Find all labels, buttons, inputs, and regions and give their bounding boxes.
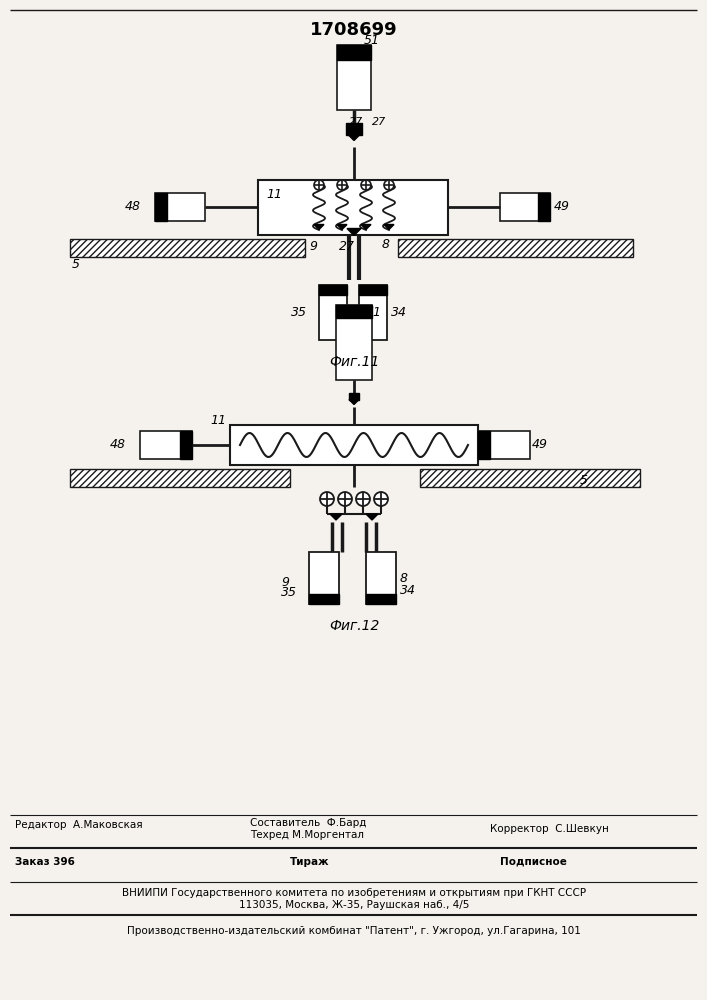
Bar xyxy=(309,552,339,604)
Polygon shape xyxy=(337,225,347,230)
Polygon shape xyxy=(349,135,359,140)
Text: 27: 27 xyxy=(349,117,363,127)
Text: ВНИИПИ Государственного комитета по изобретениям и открытиям при ГКНТ СССР: ВНИИПИ Государственного комитета по изоб… xyxy=(122,888,586,898)
Text: Подписное: Подписное xyxy=(500,857,567,867)
Bar xyxy=(359,285,387,295)
Text: 8: 8 xyxy=(382,238,390,251)
Text: Производственно-издательский комбинат "Патент", г. Ужгород, ул.Гагарина, 101: Производственно-издательский комбинат "П… xyxy=(127,926,581,936)
Bar xyxy=(319,285,347,295)
Text: 35: 35 xyxy=(291,306,307,320)
Text: Составитель  Ф.Бард: Составитель Ф.Бард xyxy=(250,818,366,828)
Text: 1708699: 1708699 xyxy=(310,21,398,39)
Polygon shape xyxy=(314,225,324,230)
Bar xyxy=(538,193,550,221)
Bar xyxy=(478,431,490,459)
Bar xyxy=(155,193,205,221)
Text: 11: 11 xyxy=(266,188,282,202)
Bar xyxy=(70,239,305,257)
Bar xyxy=(230,425,478,465)
Circle shape xyxy=(374,492,388,506)
Polygon shape xyxy=(347,229,361,235)
Polygon shape xyxy=(384,225,394,230)
Polygon shape xyxy=(361,225,371,230)
Text: 49: 49 xyxy=(532,438,548,452)
Bar xyxy=(398,239,633,257)
Bar xyxy=(258,180,448,235)
Text: 8: 8 xyxy=(400,572,408,584)
Text: 48: 48 xyxy=(125,200,141,214)
Bar xyxy=(70,469,290,487)
Circle shape xyxy=(361,180,371,190)
Polygon shape xyxy=(349,399,359,404)
Text: Фиг.11: Фиг.11 xyxy=(329,355,379,369)
Bar xyxy=(155,193,167,221)
Text: 9: 9 xyxy=(309,240,317,253)
Text: 34: 34 xyxy=(400,584,416,596)
Text: Редактор  А.Маковская: Редактор А.Маковская xyxy=(15,820,143,830)
Text: 51: 51 xyxy=(364,33,380,46)
Bar xyxy=(349,393,359,400)
Text: 5: 5 xyxy=(72,258,80,271)
Bar xyxy=(180,431,192,459)
Circle shape xyxy=(337,180,347,190)
Text: Фиг.12: Фиг.12 xyxy=(329,619,379,633)
Bar xyxy=(500,193,550,221)
Text: 34: 34 xyxy=(391,306,407,320)
Bar xyxy=(319,285,347,340)
Bar xyxy=(336,305,372,380)
Bar xyxy=(309,594,339,604)
Text: 35: 35 xyxy=(281,586,297,599)
Bar xyxy=(359,285,387,340)
Text: 11: 11 xyxy=(210,414,226,426)
Circle shape xyxy=(384,180,394,190)
Text: 51: 51 xyxy=(366,306,382,318)
Bar xyxy=(478,431,530,459)
Text: 27: 27 xyxy=(372,117,386,127)
Circle shape xyxy=(314,180,324,190)
Bar xyxy=(337,45,371,110)
Bar xyxy=(366,552,396,604)
Bar xyxy=(336,305,372,318)
Text: 5: 5 xyxy=(580,475,588,488)
Bar xyxy=(337,45,371,60)
Text: 9: 9 xyxy=(281,576,289,589)
Text: 113035, Москва, Ж-35, Раушская наб., 4/5: 113035, Москва, Ж-35, Раушская наб., 4/5 xyxy=(239,900,469,910)
Bar xyxy=(366,594,396,604)
Bar xyxy=(420,469,640,487)
Text: Корректор  С.Шевкун: Корректор С.Шевкун xyxy=(490,824,609,834)
Polygon shape xyxy=(330,514,342,520)
Text: 49: 49 xyxy=(554,200,570,214)
Text: Тираж: Тираж xyxy=(291,857,329,867)
Bar xyxy=(346,123,362,135)
Bar xyxy=(140,431,192,459)
Circle shape xyxy=(356,492,370,506)
Circle shape xyxy=(338,492,352,506)
Text: 48: 48 xyxy=(110,438,126,452)
Circle shape xyxy=(320,492,334,506)
Text: 27: 27 xyxy=(339,240,355,253)
Text: Заказ 396: Заказ 396 xyxy=(15,857,75,867)
Polygon shape xyxy=(366,514,378,520)
Text: Техред М.Моргентал: Техред М.Моргентал xyxy=(250,830,364,840)
